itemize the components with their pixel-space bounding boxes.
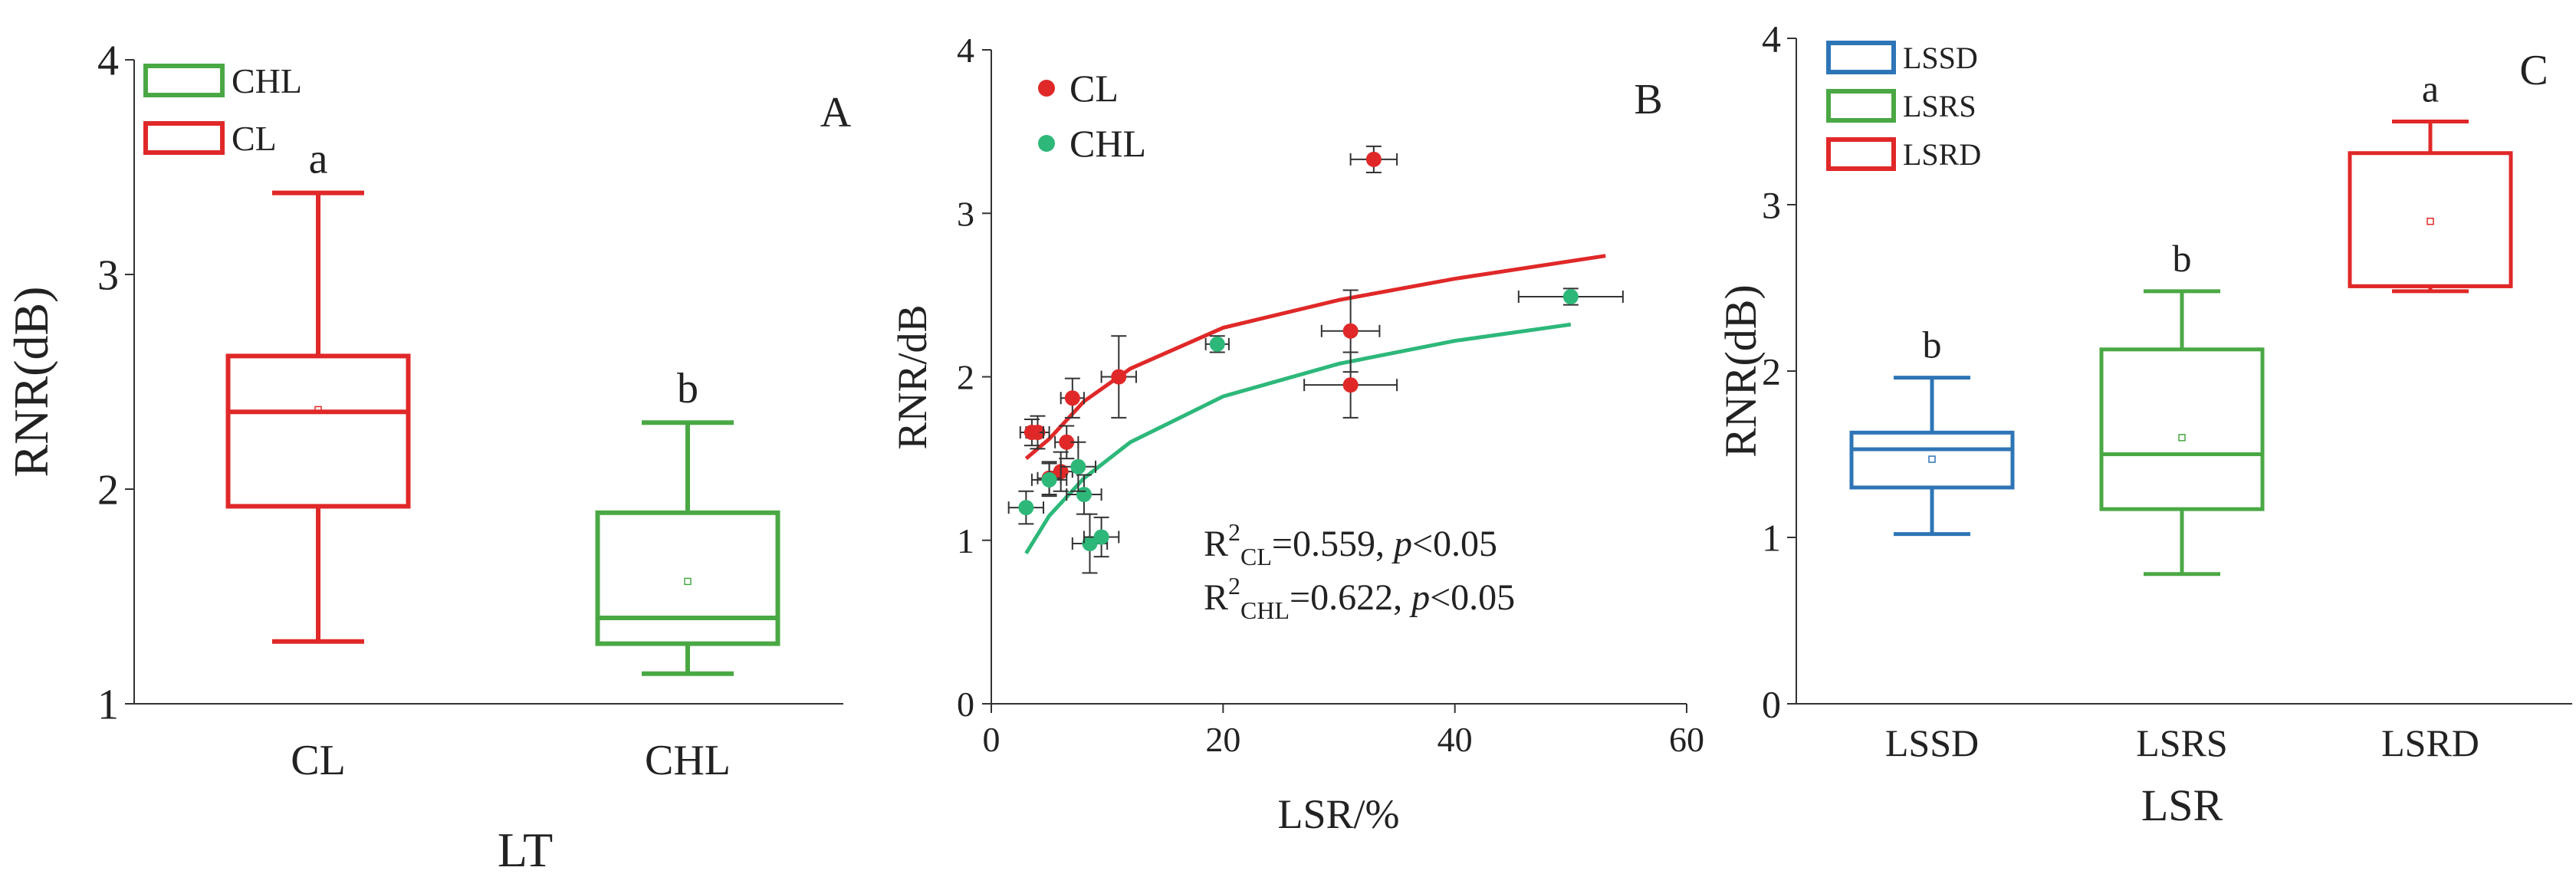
x-tick-label: LSRS xyxy=(2136,721,2228,764)
legend-label: CL xyxy=(232,119,277,158)
r-squared-annotation: R2CL=0.559, p<0.05 xyxy=(1204,518,1497,570)
legend-swatch xyxy=(1826,137,1896,171)
x-tick-label: 40 xyxy=(1438,720,1473,759)
y-tick-label: 3 xyxy=(1762,184,1781,227)
legend-swatch xyxy=(1826,41,1896,74)
data-point xyxy=(1041,471,1057,488)
mean-marker xyxy=(684,577,692,586)
legend-label: CHL xyxy=(232,61,302,100)
mean-marker xyxy=(2426,217,2434,225)
box xyxy=(2099,347,2265,511)
y-tick-label: 3 xyxy=(97,252,119,300)
data-point xyxy=(1064,390,1080,406)
r-squared-annotation: R2CHL=0.622, p<0.05 xyxy=(1204,572,1515,624)
data-point xyxy=(1059,434,1075,450)
y-axis-label: RNR/dB xyxy=(889,304,935,449)
data-point xyxy=(1093,529,1109,545)
x-tick-label: 60 xyxy=(1669,720,1704,759)
y-axis-label: RNR(dB) xyxy=(1716,284,1766,458)
data-point xyxy=(1209,336,1225,352)
panel-c: C 0 1 2 3 4 RNR(dB) LSR b LSSD b LSRS a LSRD LSSD LSRS… xyxy=(1716,18,2572,830)
legend-swatch xyxy=(143,64,225,97)
data-point xyxy=(1342,377,1359,393)
legend-label: CHL xyxy=(1070,122,1146,165)
x-axis-label: LT xyxy=(498,823,553,877)
y-tick-label: 2 xyxy=(1762,350,1781,393)
data-point xyxy=(1024,425,1040,441)
panel-a: A 1 2 3 4 RNR(dB) LT a CL b CHL CHL CL xyxy=(4,38,852,877)
legend-marker xyxy=(1038,135,1055,152)
x-axis-label: LSR xyxy=(2141,780,2223,830)
panel-b-letter: B xyxy=(1634,76,1662,123)
y-tick-label: 4 xyxy=(97,38,119,85)
x-tick-label: LSRD xyxy=(2381,721,2479,764)
mean-marker xyxy=(2178,434,2186,442)
y-tick-label: 1 xyxy=(957,521,974,560)
fit-curve xyxy=(1024,322,1572,555)
y-tick-label: 4 xyxy=(1762,18,1781,61)
y-tick-label: 4 xyxy=(957,31,974,70)
y-tick-label: 1 xyxy=(97,682,119,729)
x-tick-label: LSSD xyxy=(1885,721,1979,764)
y-tick-label: 0 xyxy=(957,685,974,724)
panel-a-letter: A xyxy=(820,89,852,136)
box xyxy=(1849,430,2015,490)
legend-swatch xyxy=(1826,89,1896,123)
box xyxy=(225,353,411,509)
mean-marker xyxy=(314,406,322,414)
data-point xyxy=(1070,458,1086,475)
legend-label: LSSD xyxy=(1903,41,1978,75)
data-point xyxy=(1562,289,1579,305)
panel-c-letter: C xyxy=(2519,47,2548,94)
significance-letter: a xyxy=(2422,67,2439,110)
data-point xyxy=(1018,500,1034,516)
x-tick-label: CL xyxy=(291,737,346,784)
y-tick-label: 3 xyxy=(957,194,974,233)
data-point xyxy=(1342,323,1359,339)
y-tick-label: 1 xyxy=(1762,517,1781,560)
legend-swatch xyxy=(143,121,225,155)
significance-letter: b xyxy=(677,365,698,412)
y-axis-label: RNR(dB) xyxy=(4,287,58,478)
significance-letter: a xyxy=(309,136,328,183)
x-tick-label: CHL xyxy=(645,737,731,784)
y-tick-label: 2 xyxy=(97,467,119,514)
y-tick-label: 2 xyxy=(957,358,974,397)
x-tick-label: 20 xyxy=(1205,720,1240,759)
data-point xyxy=(1111,369,1127,385)
fit-curve xyxy=(1024,254,1606,461)
significance-letter: b xyxy=(2173,237,2192,280)
mean-marker xyxy=(1928,455,1936,463)
data-point xyxy=(1365,151,1382,167)
legend-label: CL xyxy=(1070,67,1119,110)
box xyxy=(2348,151,2513,288)
legend-label: LSRS xyxy=(1903,89,1976,123)
box xyxy=(595,510,780,646)
legend-marker xyxy=(1038,80,1055,97)
x-tick-label: 0 xyxy=(983,720,1001,759)
data-point xyxy=(1082,536,1098,552)
y-tick-label: 0 xyxy=(1762,683,1781,726)
significance-letter: b xyxy=(1923,324,1942,366)
legend-label: LSRD xyxy=(1903,137,1981,172)
x-axis-label: LSR/% xyxy=(1277,791,1399,837)
